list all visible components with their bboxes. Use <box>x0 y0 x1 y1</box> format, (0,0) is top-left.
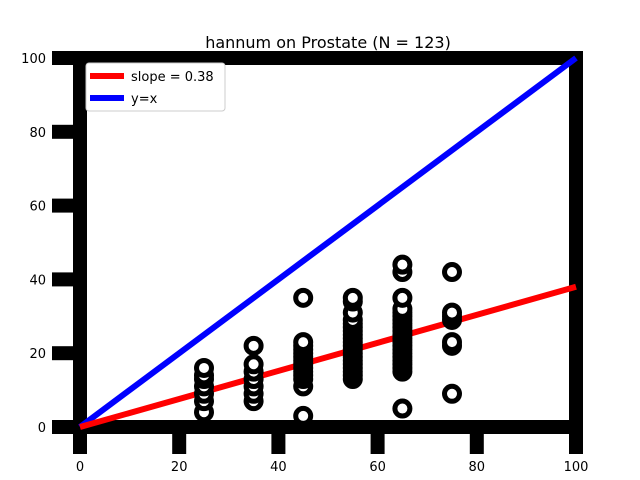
y-tick-label: 80 <box>29 126 46 141</box>
y-tick-label: 60 <box>29 200 46 215</box>
scatter-point <box>392 287 413 308</box>
legend-label: y=x <box>131 92 158 107</box>
scatter-point <box>442 383 462 404</box>
y-tick-mark <box>52 420 80 434</box>
scatter-point <box>442 262 462 283</box>
scatter-points <box>194 254 462 426</box>
y-tick-label: 100 <box>21 52 46 67</box>
x-tick-mark <box>569 427 583 454</box>
y-tick-mark <box>52 272 80 287</box>
scatter-point <box>442 332 462 353</box>
scatter-point <box>243 354 264 375</box>
x-tick-label: 20 <box>171 460 188 475</box>
series-line <box>78 55 578 430</box>
y-tick-mark <box>52 346 80 361</box>
y-tick-label: 0 <box>38 421 46 436</box>
y-tick-mark <box>52 198 80 213</box>
x-tick-label: 40 <box>270 460 287 475</box>
scatter-point <box>293 332 314 353</box>
chart-title: hannum on Prostate (N = 123) <box>205 33 451 52</box>
x-tick-label: 0 <box>76 460 84 475</box>
scatter-point <box>243 335 264 356</box>
x-tick-mark <box>469 427 484 454</box>
series-line <box>79 283 577 430</box>
x-tick-label: 100 <box>564 460 589 475</box>
series-lines <box>78 55 578 430</box>
y-tick-label: 40 <box>29 273 46 288</box>
y-tick-label: 20 <box>29 347 46 362</box>
x-tick-mark <box>172 427 187 454</box>
x-tick-label: 60 <box>369 460 386 475</box>
plot-frame <box>73 51 583 434</box>
x-tick-mark <box>370 427 385 454</box>
scatter-point <box>293 405 314 426</box>
scatter-point <box>194 357 214 378</box>
axis-ticks: 0 20 40 60 80 100 0 20 40 60 80 100 <box>21 51 588 475</box>
y-tick-mark <box>52 51 80 65</box>
x-tick-mark <box>271 427 286 454</box>
y-tick-mark <box>52 124 80 139</box>
legend-label: slope = 0.38 <box>131 70 214 85</box>
legend: slope = 0.38 y=x <box>85 62 226 112</box>
scatter-point <box>342 287 363 308</box>
scatter-point <box>392 398 413 419</box>
x-tick-label: 80 <box>469 460 486 475</box>
scatter-point <box>442 302 462 323</box>
scatter-point <box>392 254 413 275</box>
scatter-point <box>293 287 314 308</box>
